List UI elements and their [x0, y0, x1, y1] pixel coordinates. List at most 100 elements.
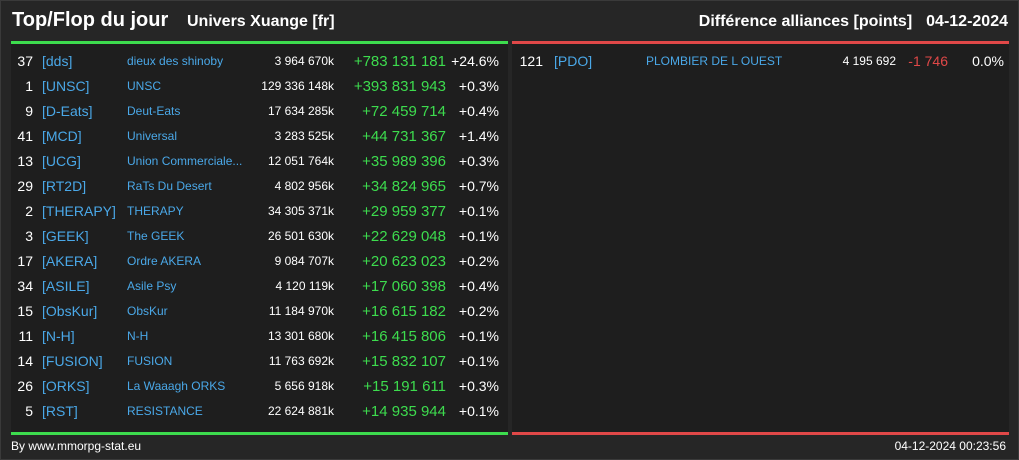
percent-cell: +0.7%	[458, 178, 499, 194]
footer-timestamp: 04-12-2024 00:23:56	[894, 439, 1006, 453]
diff-cell: +34 824 965	[362, 178, 446, 195]
table-row: 2 [THERAPY] THERAPY 34 305 371k +29 959 377 +…	[11, 199, 508, 224]
percent-cell: +0.1%	[458, 328, 499, 344]
percent-cell: +0.3%	[458, 378, 499, 394]
alliance-name-link[interactable]: Deut-Eats	[127, 104, 181, 118]
alliance-name-link[interactable]: Union Commerciale...	[127, 154, 243, 168]
alliance-name-link[interactable]: FUSION	[127, 354, 173, 368]
diff-cell: +393 831 943	[353, 78, 446, 95]
table-row: 13 [UCG] Union Commerciale... 12 051 764k +3…	[11, 149, 508, 174]
universe-label: Univers Xuange [fr]	[187, 13, 335, 30]
alliance-tag-link[interactable]: [GEEK]	[42, 228, 89, 244]
rank-cell: 29	[17, 178, 33, 194]
category-label: Différence alliances [points]	[698, 13, 913, 30]
points-cell: 9 084 707k	[274, 254, 334, 268]
alliance-name-link[interactable]: La Waaagh ORKS	[127, 379, 226, 393]
rank-cell: 121	[519, 53, 543, 69]
points-cell: 4 195 692	[842, 54, 896, 68]
table-row: 3 [GEEK] The GEEK 26 501 630k +22 629 048 +0.…	[11, 224, 508, 249]
points-cell: 22 624 881k	[267, 404, 334, 418]
rank-cell: 17	[17, 253, 33, 269]
diff-cell: +22 629 048	[362, 228, 446, 245]
rank-cell: 1	[25, 78, 33, 94]
diff-cell: +16 415 806	[362, 328, 446, 345]
rank-cell: 37	[17, 53, 33, 69]
percent-cell: +0.4%	[458, 103, 499, 119]
points-cell: 4 802 956k	[274, 179, 334, 193]
points-cell: 12 051 764k	[267, 154, 334, 168]
percent-cell: +0.2%	[458, 303, 499, 319]
percent-cell: +0.1%	[458, 353, 499, 369]
table-row: 14 [FUSION] FUSION 11 763 692k +15 832 107 +0…	[11, 349, 508, 374]
alliance-name-link[interactable]: dieux des shinoby	[127, 54, 224, 68]
points-cell: 3 283 525k	[274, 129, 334, 143]
rank-cell: 26	[17, 378, 33, 394]
percent-cell: 0.0%	[972, 53, 1004, 69]
percent-cell: +0.4%	[458, 278, 499, 294]
alliance-name-link[interactable]: N-H	[127, 329, 149, 343]
alliance-name-link[interactable]: RaTs Du Desert	[127, 179, 212, 193]
table-row: 29 [RT2D] RaTs Du Desert 4 802 956k +34 824 …	[11, 174, 508, 199]
alliance-name-link[interactable]: PLOMBIER DE L OUEST	[646, 54, 783, 68]
alliance-tag-link[interactable]: [MCD]	[42, 128, 82, 144]
category-header: Différence alliances [points] 04-12-2024	[699, 13, 1008, 31]
alliance-name-link[interactable]: Ordre AKERA	[127, 254, 202, 268]
diff-cell: +35 989 396	[362, 153, 446, 170]
table-row: 5 [RST] RESISTANCE 22 624 881k +14 935 944 +0…	[11, 399, 508, 424]
table-row: 17 [AKERA] Ordre AKERA 9 084 707k +20 623 02…	[11, 249, 508, 274]
percent-cell: +0.1%	[458, 228, 499, 244]
alliance-tag-link[interactable]: [N-H]	[42, 328, 75, 344]
table-row: 11 [N-H] N-H 13 301 680k +16 415 806 +0.1%	[11, 324, 508, 349]
alliance-name-link[interactable]: Universal	[127, 129, 178, 143]
percent-cell: +0.2%	[458, 253, 499, 269]
diff-cell: +20 623 023	[362, 253, 446, 270]
alliance-tag-link[interactable]: [FUSION]	[42, 353, 103, 369]
points-cell: 5 656 918k	[274, 379, 334, 393]
percent-cell: +1.4%	[458, 128, 499, 144]
table-row: 1 [UNSC] UNSC 129 336 148k +393 831 943 +0.3%	[11, 74, 508, 99]
rank-cell: 11	[18, 328, 33, 344]
diff-cell: +29 959 377	[362, 203, 446, 220]
rank-cell: 14	[17, 353, 33, 369]
alliance-tag-link[interactable]: [THERAPY]	[42, 203, 116, 219]
alliance-tag-link[interactable]: [ObsKur]	[42, 303, 98, 319]
points-cell: 17 634 285k	[267, 104, 334, 118]
points-cell: 4 120 119k	[275, 279, 335, 293]
alliance-name-link[interactable]: RESISTANCE	[127, 404, 203, 418]
rank-cell: 9	[25, 103, 33, 119]
diff-cell: +72 459 714	[362, 103, 446, 120]
alliance-tag-link[interactable]: [dds]	[42, 53, 73, 69]
rank-cell: 41	[17, 128, 33, 144]
points-cell: 129 336 148k	[261, 79, 334, 93]
alliance-tag-link[interactable]: [PDO]	[554, 53, 593, 69]
table-row: 34 [ASILE] Asile Psy 4 120 119k +17 060 398 +…	[11, 274, 508, 299]
alliance-name-link[interactable]: ObsKur	[127, 304, 168, 318]
alliance-name-link[interactable]: The GEEK	[127, 229, 185, 243]
alliance-tag-link[interactable]: [AKERA]	[42, 253, 98, 269]
alliance-tag-link[interactable]: [ASILE]	[42, 278, 90, 294]
alliance-name-link[interactable]: UNSC	[127, 79, 162, 93]
alliance-name-link[interactable]: THERAPY	[127, 204, 184, 218]
table-row: 26 [ORKS] La Waaagh ORKS 5 656 918k +15 191 …	[11, 374, 508, 399]
alliance-tag-link[interactable]: [UCG]	[42, 153, 81, 169]
page-title: Top/Flop du jour	[12, 9, 169, 31]
alliance-tag-link[interactable]: [ORKS]	[42, 378, 90, 394]
rank-cell: 15	[17, 303, 33, 319]
diff-cell: +16 615 182	[362, 303, 446, 320]
source-link[interactable]: By www.mmorpg-stat.eu	[11, 439, 142, 453]
table-row: 121 [PDO] PLOMBIER DE L OUEST 4 195 692 -1 7…	[512, 49, 1009, 74]
diff-cell: -1 746	[908, 53, 948, 69]
header: Top/Flop du jour Univers Xuange [fr] Dif…	[1, 1, 1019, 41]
alliance-name-link[interactable]: Asile Psy	[127, 279, 177, 293]
alliance-tag-link[interactable]: [UNSC]	[42, 78, 90, 94]
points-cell: 3 964 670k	[274, 54, 334, 68]
percent-cell: +0.1%	[458, 403, 499, 419]
flop-panel: 121 [PDO] PLOMBIER DE L OUEST 4 195 692 -1 7…	[512, 41, 1009, 435]
rank-cell: 3	[25, 228, 33, 244]
alliance-tag-link[interactable]: [D-Eats]	[42, 103, 93, 119]
diff-cell: +14 935 944	[362, 403, 446, 420]
alliance-tag-link[interactable]: [RST]	[42, 403, 78, 419]
alliance-tag-link[interactable]: [RT2D]	[42, 178, 87, 194]
points-cell: 11 184 970k	[268, 304, 334, 318]
